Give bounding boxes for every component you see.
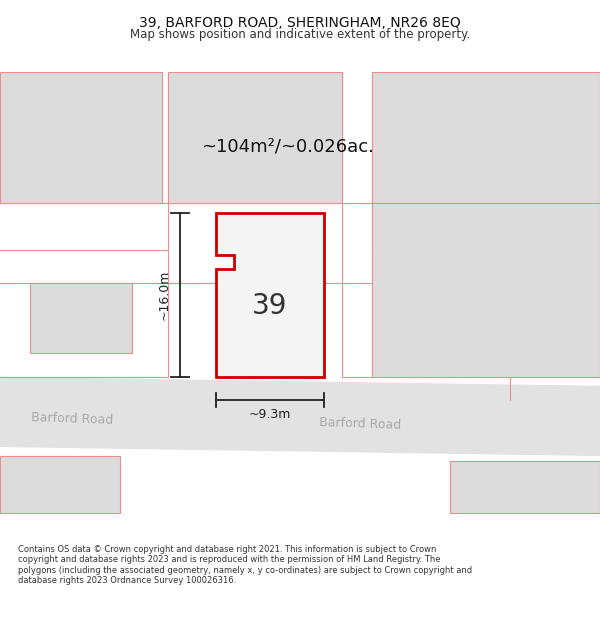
Text: ~104m²/~0.026ac.: ~104m²/~0.026ac.: [202, 138, 374, 156]
Text: Barford Road: Barford Road: [31, 411, 113, 427]
Text: Barford Road: Barford Road: [319, 416, 401, 431]
Polygon shape: [216, 213, 324, 376]
Text: ~9.3m: ~9.3m: [249, 408, 291, 421]
Polygon shape: [372, 72, 600, 203]
Text: Map shows position and indicative extent of the property.: Map shows position and indicative extent…: [130, 28, 470, 41]
Polygon shape: [450, 461, 600, 512]
Polygon shape: [30, 282, 132, 353]
Polygon shape: [0, 376, 600, 456]
Polygon shape: [168, 72, 342, 203]
Text: 39, BARFORD ROAD, SHERINGHAM, NR26 8EQ: 39, BARFORD ROAD, SHERINGHAM, NR26 8EQ: [139, 16, 461, 29]
Polygon shape: [0, 72, 162, 203]
Text: Contains OS data © Crown copyright and database right 2021. This information is : Contains OS data © Crown copyright and d…: [18, 545, 472, 585]
Polygon shape: [0, 456, 120, 512]
Text: ~16.0m: ~16.0m: [158, 269, 171, 320]
Polygon shape: [372, 203, 600, 376]
Text: 39: 39: [252, 292, 288, 320]
